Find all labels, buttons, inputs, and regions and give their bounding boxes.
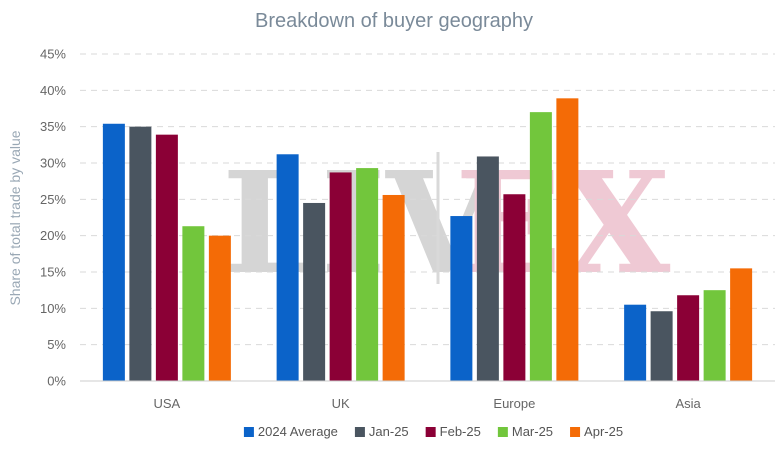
bar [476,156,499,381]
legend-item: 2024 Average [243,424,338,439]
y-tick-label: 15% [40,265,66,280]
y-tick-label: 10% [40,301,66,316]
legend-label: Feb-25 [440,424,481,439]
legend-swatch [354,427,365,437]
x-tick-label: UK [332,396,350,411]
y-axis-ticks: 0% 5% 10% 15% 20% 25% 30% 35% 40% 45% [40,47,66,389]
x-tick-label: Asia [675,396,701,411]
legend-item: Apr-25 [570,424,623,439]
bar [276,154,299,381]
bar [503,194,526,381]
bar [703,290,726,381]
legend-label: Mar-25 [512,424,553,439]
legend: 2024 Average Jan-25 Feb-25 Mar-25 Apr-25 [243,424,623,439]
bar [329,172,352,381]
x-tick-label: USA [154,396,181,411]
legend-swatch [497,427,508,437]
bar [382,194,405,381]
legend-item: Feb-25 [425,424,481,439]
y-tick-label: 30% [40,156,66,171]
legend-swatch [570,427,581,437]
bar [556,98,579,382]
y-tick-label: 40% [40,83,66,98]
bar [450,216,473,381]
legend-swatch [243,427,254,437]
y-tick-label: 0% [47,374,66,389]
bar [624,304,647,381]
x-tick-label: Europe [493,396,535,411]
bar [303,202,326,381]
legend-label: 2024 Average [258,424,338,439]
bar [129,126,152,382]
bar [650,311,673,381]
bar [102,123,125,381]
y-tick-label: 35% [40,119,66,134]
bar [730,268,753,381]
bar [677,295,700,381]
y-tick-label: 20% [40,228,66,243]
bar [529,112,552,381]
bar [155,134,178,381]
legend-swatch [425,427,436,437]
bars [102,98,753,382]
y-tick-label: 25% [40,192,66,207]
y-axis-label: Share of total trade by value [7,130,23,305]
bar [208,235,231,381]
x-axis-ticks: USA UK Europe Asia [154,396,702,411]
chart-title: Breakdown of buyer geography [255,10,533,32]
legend-label: Jan-25 [369,424,409,439]
bar [356,168,379,381]
legend-item: Jan-25 [354,424,409,439]
bar [182,226,205,381]
legend-label: Apr-25 [584,424,623,439]
legend-item: Mar-25 [497,424,553,439]
y-tick-label: 45% [40,47,66,62]
y-tick-label: 5% [47,337,66,352]
